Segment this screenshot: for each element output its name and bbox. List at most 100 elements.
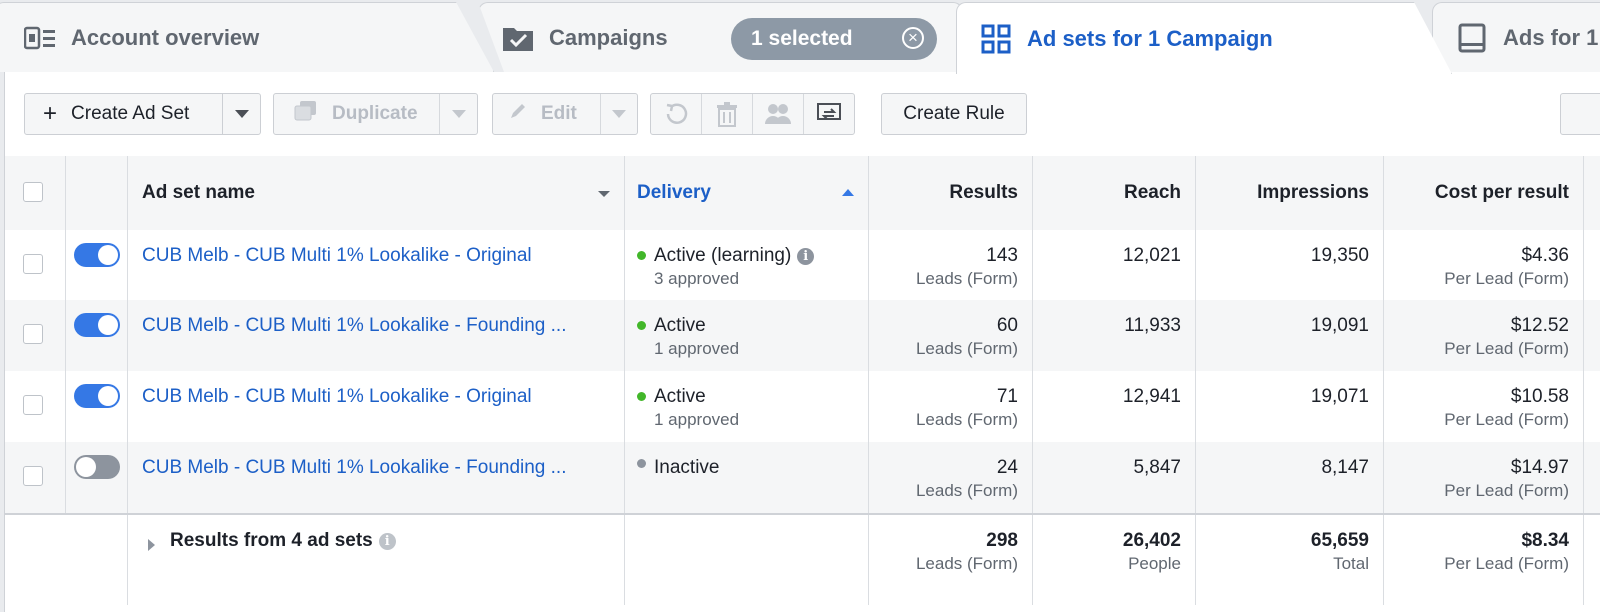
create-rule-button[interactable]: Create Rule (881, 93, 1027, 135)
chevron-down-icon (451, 110, 466, 118)
account-overview-icon (23, 21, 57, 55)
row-checkbox[interactable] (23, 395, 43, 415)
tab-bar: Account overview Campaigns 1 selected × … (0, 0, 1600, 74)
create-rule-label: Create Rule (903, 103, 1005, 124)
toggle-knob (98, 386, 118, 406)
chevron-down-icon[interactable] (598, 191, 610, 197)
revert-button[interactable] (651, 94, 702, 134)
column-results[interactable]: Results (869, 156, 1033, 230)
column-label: Results (949, 182, 1018, 203)
toolbar-overflow-button[interactable] (1560, 93, 1600, 135)
delivery-status: Inactive (654, 457, 720, 478)
reach-value: 12,021 (1122, 245, 1181, 266)
info-icon[interactable]: i (378, 533, 396, 550)
results-value: 143 (986, 245, 1018, 266)
duplicate-button[interactable]: Duplicate (273, 93, 478, 135)
total-cost: $8.34 (1521, 530, 1569, 551)
ad-set-toggle[interactable] (74, 384, 120, 408)
toolbar: + Create Ad Set Duplicate Edit (5, 72, 1600, 157)
row-checkbox[interactable] (23, 254, 43, 274)
delivery-status-text: Active (learning) (654, 245, 792, 266)
ad-set-toggle[interactable] (74, 313, 120, 337)
results-value: 71 (996, 386, 1018, 407)
duplicate-icon (294, 100, 318, 128)
delete-button[interactable] (702, 94, 753, 134)
selection-pill[interactable]: 1 selected × (731, 18, 937, 60)
preview-button[interactable] (804, 94, 854, 134)
create-ad-set-button[interactable]: + Create Ad Set (24, 93, 261, 135)
tab-account-overview[interactable]: Account overview (0, 2, 494, 72)
table-row[interactable]: CUB Melb - CUB Multi 1% Lookalike - Foun… (5, 442, 1600, 513)
toggle-knob (76, 457, 96, 477)
ad-set-toggle[interactable] (74, 243, 120, 267)
table-row[interactable]: CUB Melb - CUB Multi 1% Lookalike - Orig… (5, 230, 1600, 300)
action-button-group (650, 93, 855, 135)
ad-sets-panel: + Create Ad Set Duplicate Edit (4, 72, 1600, 612)
impressions-value: 19,350 (1310, 245, 1369, 266)
select-all-cell (5, 156, 66, 230)
sort-ascending-icon (842, 189, 854, 196)
reach-value: 12,941 (1122, 386, 1181, 407)
ad-set-name-link[interactable]: CUB Melb - CUB Multi 1% Lookalike - Orig… (142, 386, 532, 407)
edit-button[interactable]: Edit (492, 93, 638, 135)
create-dropdown-caret[interactable] (223, 94, 260, 134)
folder-check-icon (501, 21, 535, 55)
cost-unit: Per Lead (Form) (1444, 269, 1569, 288)
tab-ad-sets[interactable]: Ad sets for 1 Campaign (956, 2, 1452, 74)
cost-unit: Per Lead (Form) (1444, 339, 1569, 358)
table-row[interactable]: CUB Melb - CUB Multi 1% Lookalike - Foun… (5, 300, 1600, 371)
revert-icon (666, 103, 688, 124)
ab-test-button[interactable] (753, 94, 804, 134)
results-value: 60 (996, 315, 1018, 336)
results-unit: Leads (Form) (915, 481, 1018, 500)
cost-value: $10.58 (1510, 386, 1569, 407)
impressions-value: 19,091 (1310, 315, 1369, 336)
expand-triangle-icon[interactable] (148, 539, 155, 551)
selection-count: 1 selected (751, 27, 853, 50)
duplicate-label: Duplicate (332, 103, 418, 124)
delivery-status: Active (654, 386, 706, 407)
clear-selection-icon[interactable]: × (902, 27, 924, 49)
chevron-down-icon (612, 110, 626, 118)
column-reach[interactable]: Reach (1033, 156, 1196, 230)
ad-set-name-link[interactable]: CUB Melb - CUB Multi 1% Lookalike - Orig… (142, 245, 532, 266)
row-checkbox[interactable] (23, 324, 43, 344)
column-label: Reach (1123, 182, 1181, 203)
status-dot (637, 392, 646, 401)
ad-set-toggle[interactable] (74, 455, 120, 479)
tab-ads[interactable]: Ads for 1 (1432, 2, 1600, 72)
chevron-down-icon (234, 110, 249, 118)
status-dot (637, 321, 646, 330)
cost-unit: Per Lead (Form) (1444, 410, 1569, 429)
tab-account-label: Account overview (71, 24, 260, 50)
table-header: Ad set name Delivery Results Reach Impre… (5, 156, 1600, 232)
duplicate-dropdown-caret[interactable] (440, 94, 477, 134)
results-unit: Leads (Form) (915, 410, 1018, 429)
toggle-knob (98, 315, 118, 335)
total-reach: 26,402 (1122, 530, 1181, 551)
ad-set-name-link[interactable]: CUB Melb - CUB Multi 1% Lookalike - Foun… (142, 315, 567, 336)
column-cost-per-result[interactable]: Cost per result (1384, 156, 1584, 230)
results-value: 24 (996, 457, 1018, 478)
edit-dropdown-caret[interactable] (601, 94, 637, 134)
ad-set-name-link[interactable]: CUB Melb - CUB Multi 1% Lookalike - Foun… (142, 457, 567, 478)
column-delivery[interactable]: Delivery (625, 156, 869, 230)
column-ad-set-name[interactable]: Ad set name (128, 156, 625, 230)
totals-row: Results from 4 ad sets i 298 Leads (Form) … (5, 513, 1600, 605)
status-dot (637, 251, 646, 260)
toggle-knob (98, 245, 118, 265)
reach-value: 5,847 (1133, 457, 1181, 478)
select-all-checkbox[interactable] (23, 182, 43, 202)
total-impressions: 65,659 (1310, 530, 1369, 551)
totals-label: Results from 4 ad sets i (170, 530, 396, 552)
table-row[interactable]: CUB Melb - CUB Multi 1% Lookalike - Orig… (5, 371, 1600, 442)
delivery-status: Active (654, 315, 706, 336)
trash-icon (717, 102, 737, 127)
tab-ad-sets-label: Ad sets for 1 Campaign (1027, 25, 1273, 51)
row-checkbox[interactable] (23, 466, 43, 486)
status-dot (637, 459, 646, 468)
impressions-value: 19,071 (1310, 386, 1369, 407)
info-icon[interactable]: i (797, 248, 815, 265)
total-reach-unit: People (1128, 554, 1181, 573)
column-impressions[interactable]: Impressions (1196, 156, 1384, 230)
